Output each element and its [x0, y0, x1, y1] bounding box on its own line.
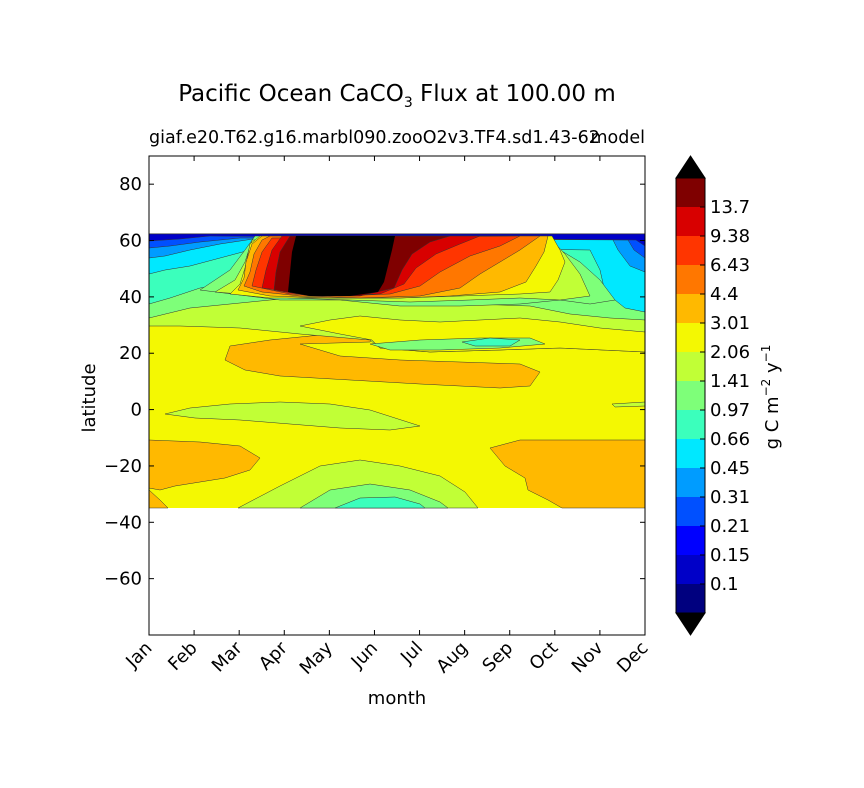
colorbar-segment — [676, 265, 705, 294]
y-tick-label: 20 — [119, 343, 142, 364]
x-tick-label: Jun — [347, 638, 382, 673]
y-tick-label: −60 — [104, 569, 142, 590]
contour-region-eq-green — [164, 401, 421, 431]
colorbar-segment — [676, 323, 705, 352]
colorbar-segment — [676, 352, 705, 381]
contour-region-n-band-cyan2 — [461, 337, 521, 347]
contour-field — [149, 233, 645, 509]
colorbar: 0.1 0.15 0.21 0.31 0.45 0.66 0.97 1.41 2.06 3.01 4… — [675, 155, 750, 636]
colorbar-tick-label: 13.7 — [710, 197, 750, 218]
colorbar-frame — [675, 177, 706, 614]
model-label: model — [591, 128, 646, 148]
x-tick-label: Dec — [613, 638, 652, 677]
x-tick-label: Jul — [396, 638, 427, 669]
x-tick-label: Jan — [121, 638, 156, 673]
x-tick-label: Mar — [208, 637, 247, 676]
y-tick-label: 0 — [131, 400, 142, 421]
colorbar-segment — [676, 468, 705, 497]
colorbar-tick-label: 0.15 — [710, 545, 750, 566]
colorbar-label: g C m−2 y−1 — [759, 345, 783, 450]
colorbar-tick-label: 0.31 — [710, 487, 750, 508]
x-tick-label: Aug — [432, 638, 472, 678]
colorbar-over-arrow — [675, 155, 706, 179]
colorbar-tick-label: 2.06 — [710, 342, 750, 363]
y-axis: 80 60 40 20 0 −20 −40 −60 — [104, 174, 645, 590]
x-tick-label: Feb — [164, 638, 201, 675]
contour-region-sw — [149, 439, 261, 491]
y-tick-label: 40 — [119, 287, 142, 308]
colorbar-tick-label: 0.97 — [710, 400, 750, 421]
colorbar-segment — [676, 294, 705, 323]
colorbar-tick-label: 1.41 — [710, 371, 750, 392]
colorbar-segment — [676, 555, 705, 584]
y-tick-label: −20 — [104, 456, 142, 477]
colorbar-under-arrow — [675, 612, 706, 636]
contour-region-s-cyan — [334, 496, 426, 509]
x-tick-label: Apr — [255, 637, 292, 674]
colorbar-segment — [676, 526, 705, 555]
colorbar-tick-label: 0.45 — [710, 458, 750, 479]
x-tick-label: Oct — [525, 638, 562, 675]
contour-region-eq-green-e — [611, 401, 645, 408]
case-name: giaf.e20.T62.g16.marbl090.zooO2v3.TF4.sd… — [149, 128, 600, 148]
colorbar-segment — [676, 207, 705, 236]
colorbar-segment — [676, 497, 705, 526]
x-tick-label: Sep — [478, 638, 517, 677]
colorbar-tick-label: 0.1 — [710, 574, 739, 595]
y-tick-label: 60 — [119, 231, 142, 252]
colorbar-segment — [676, 236, 705, 265]
x-tick-label: Nov — [568, 637, 608, 677]
colorbar-segment — [676, 178, 705, 207]
colorbar-segment — [676, 439, 705, 468]
colorbar-tick-label: 0.66 — [710, 429, 750, 450]
colorbar-tick-label: 0.21 — [710, 516, 750, 537]
y-tick-label: −40 — [104, 512, 142, 533]
x-axis-label: month — [368, 688, 426, 709]
colorbar-tick-label: 6.43 — [710, 255, 750, 276]
y-axis-label: latitude — [79, 363, 100, 432]
plot-frame — [148, 155, 646, 636]
colorbar-segment — [676, 584, 705, 613]
chart-title: Pacific Ocean CaCO3 Flux at 100.00 m — [178, 81, 616, 111]
colorbar-segment — [676, 410, 705, 439]
colorbar-tick-label: 9.38 — [710, 226, 750, 247]
contour-region-bloom-max — [288, 236, 395, 296]
x-tick-label: May — [296, 637, 337, 678]
colorbar-segment — [676, 381, 705, 410]
contour-region-sw2 — [149, 489, 169, 509]
colorbar-tick-label: 4.4 — [710, 284, 739, 305]
contour-region-se — [489, 439, 645, 509]
colorbar-tick-label: 3.01 — [710, 313, 750, 334]
y-tick-label: 80 — [119, 174, 142, 195]
